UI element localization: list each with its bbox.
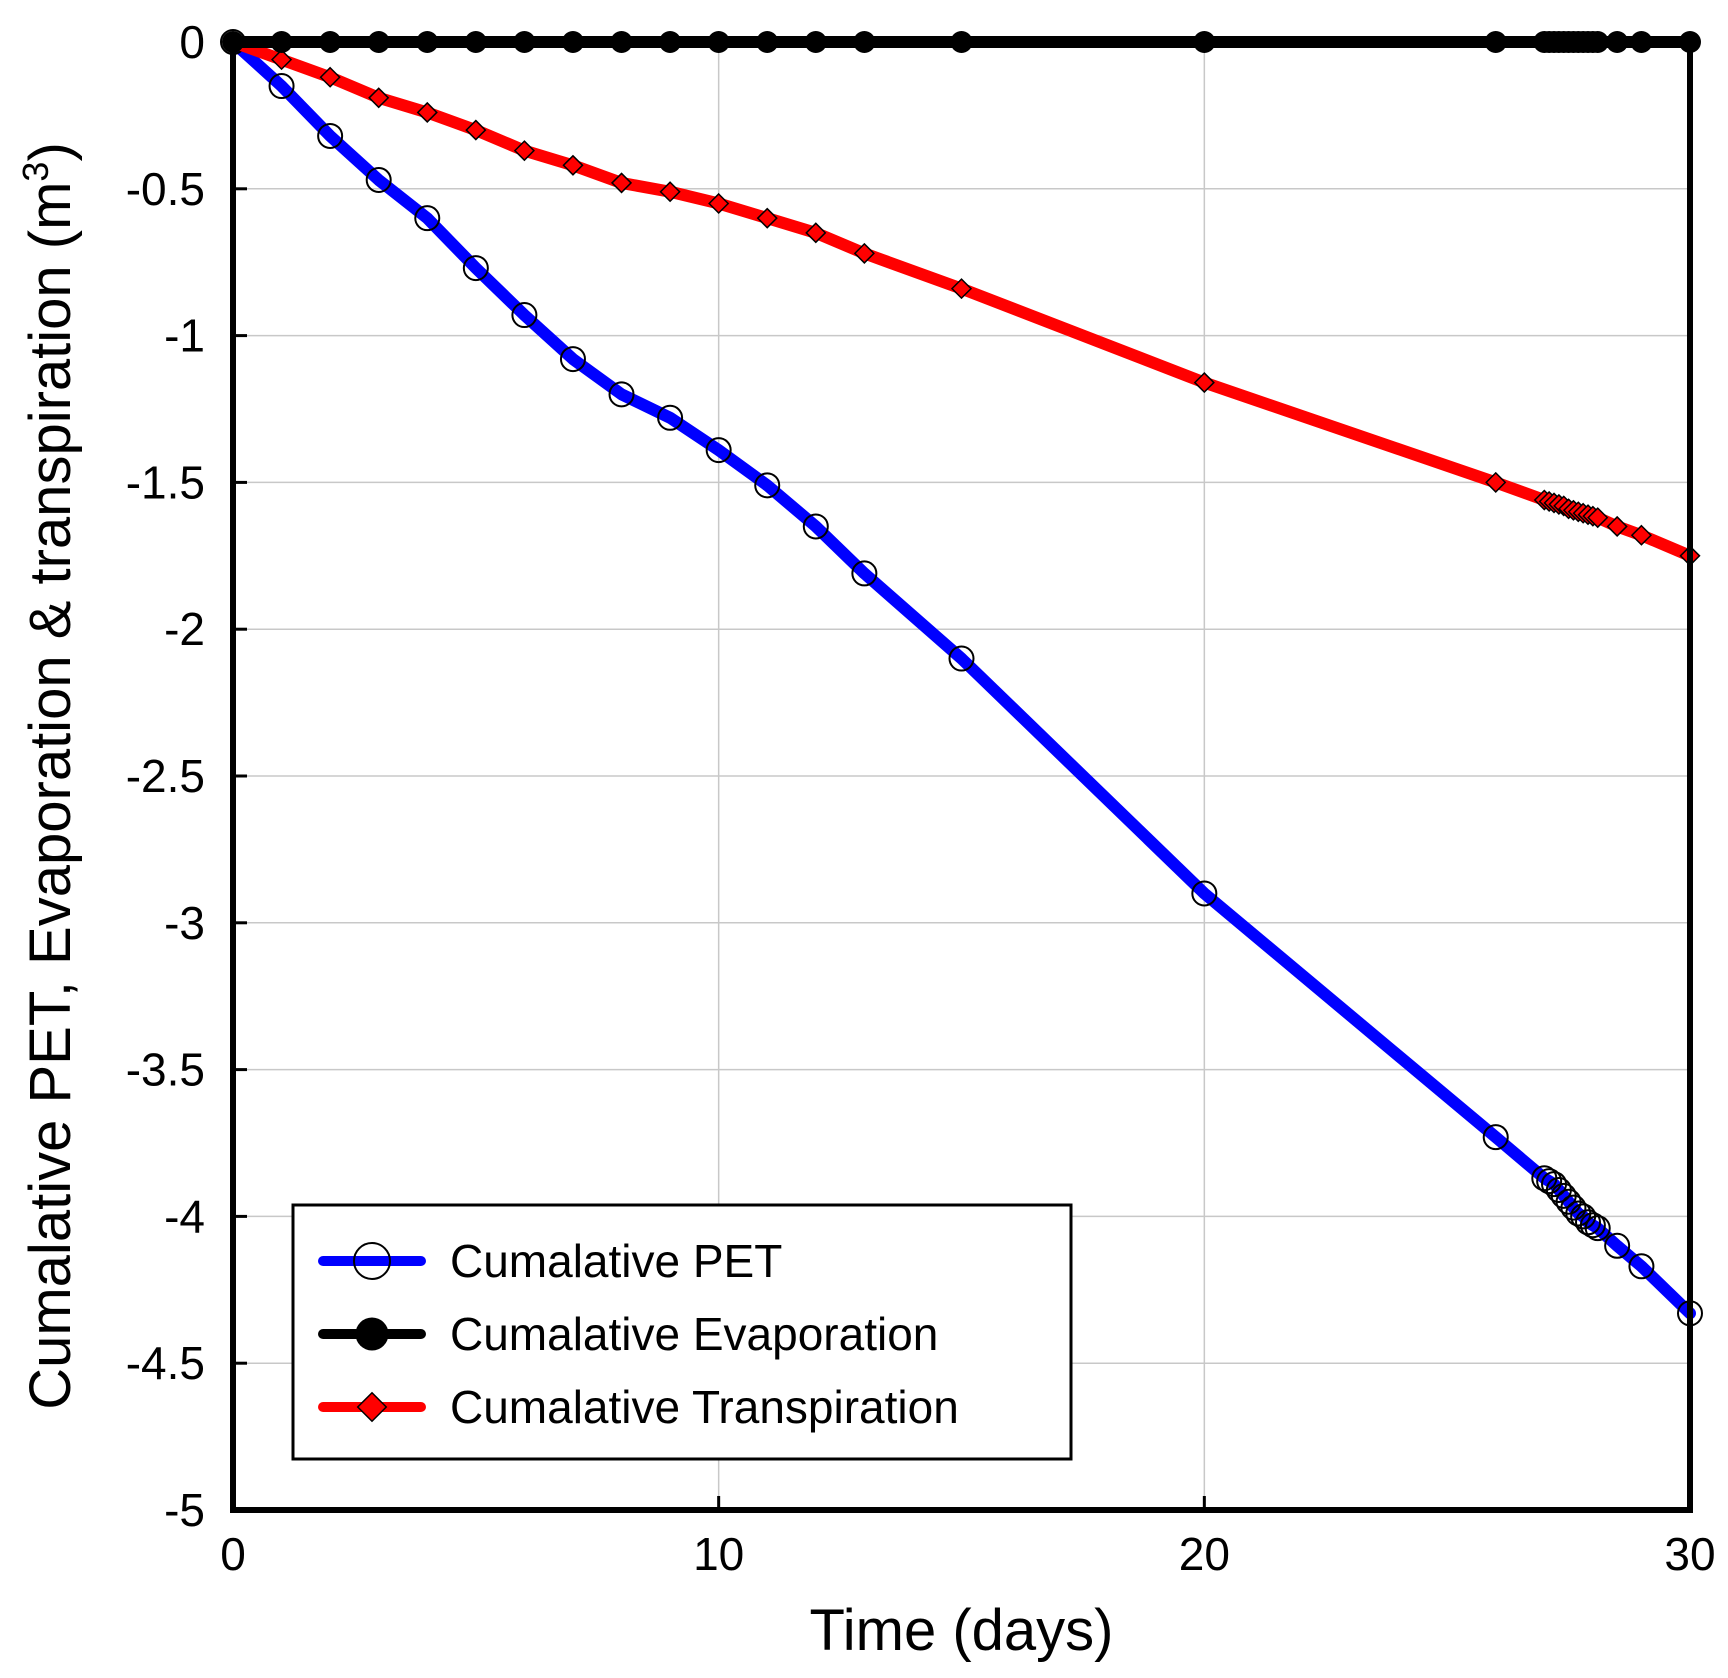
transpiration-marker: [1485, 471, 1507, 493]
pet-marker: [657, 404, 684, 431]
transpiration-marker: [805, 222, 827, 244]
series-transpiration: [222, 31, 1701, 567]
legend-item-transpiration: Cumalative Transpiration: [318, 1381, 959, 1433]
y-axis-title-close: ): [18, 142, 83, 161]
legend-label-transpiration: Cumalative Transpiration: [450, 1381, 959, 1433]
x-tick-label: 30: [1664, 1528, 1715, 1580]
axis-ticks: [231, 40, 1692, 1512]
pet-marker: [1560, 1194, 1587, 1221]
transpiration-marker: [271, 49, 293, 71]
y-tick-label: -4: [164, 1190, 205, 1242]
pet-marker: [948, 645, 975, 672]
pet-marker: [365, 166, 392, 193]
x-tick-label: 10: [693, 1528, 744, 1580]
transpiration-marker: [319, 66, 341, 88]
y-tick-label: -2: [164, 603, 205, 655]
transpiration-marker: [756, 207, 778, 229]
y-axis-title-superscript: 3: [15, 162, 56, 182]
evaporation-marker: [355, 1317, 389, 1351]
pet-marker: [462, 255, 489, 282]
pet-marker: [608, 381, 635, 408]
transpiration-marker: [1193, 372, 1215, 394]
series-pet: [220, 29, 1703, 1327]
x-tick-label: 0: [220, 1528, 246, 1580]
pet-marker: [1536, 1168, 1563, 1195]
transpiration-marker: [465, 119, 487, 141]
legend-label-evaporation: Cumalative Evaporation: [450, 1308, 938, 1360]
pet-marker: [414, 205, 441, 232]
y-tick-label: -1: [164, 310, 205, 362]
y-tick-label: -4.5: [126, 1337, 205, 1389]
y-tick-label: -2.5: [126, 750, 205, 802]
transpiration-marker: [1630, 524, 1652, 546]
transpiration-marker: [368, 87, 390, 109]
pet-marker: [268, 73, 295, 100]
pet-marker: [705, 437, 732, 464]
transpiration-marker: [853, 242, 875, 264]
pet-marker: [851, 560, 878, 587]
y-axis-title-main: Cumalative PET, Evaporation & transpirat…: [18, 182, 83, 1410]
y-tick-label: -1.5: [126, 456, 205, 508]
transpiration-marker: [708, 192, 730, 215]
pet-marker: [1579, 1212, 1606, 1239]
transpiration-marker: [562, 154, 584, 176]
y-tick-labels: 0 -0.5 -1 -1.5 -2 -2.5 -3 -3.5 -4 -4.5 -5: [126, 16, 205, 1536]
transpiration-marker: [356, 1391, 388, 1423]
x-tick-label: 20: [1179, 1528, 1230, 1580]
pet-marker: [353, 1242, 391, 1280]
transpiration-marker: [610, 172, 633, 194]
legend: Cumalative PET Cumalative Evaporation Cuma…: [291, 1203, 1073, 1461]
y-tick-label: 0: [179, 16, 205, 68]
legend-item-evaporation: Cumalative Evaporation: [318, 1308, 938, 1360]
legend-label-pet: Cumalative PET: [450, 1235, 782, 1287]
legend-item-pet: Cumalative PET: [318, 1235, 782, 1287]
transpiration-marker: [659, 181, 681, 203]
transpiration-marker: [416, 101, 438, 124]
pet-marker: [511, 302, 538, 329]
x-axis-title: Time (days): [810, 1598, 1114, 1663]
pet-marker: [1628, 1253, 1655, 1280]
y-axis-title: Cumalative PET, Evaporation & transpirat…: [15, 142, 83, 1410]
transpiration-marker: [513, 140, 535, 162]
pet-marker: [559, 346, 586, 373]
y-tick-label: -3: [164, 897, 205, 949]
y-tick-label: -3.5: [126, 1044, 205, 1096]
transpiration-marker: [950, 278, 973, 300]
legend-entries: Cumalative PET Cumalative Evaporation Cuma…: [318, 1235, 959, 1433]
transpiration-marker: [1606, 515, 1628, 538]
pet-marker: [1482, 1124, 1509, 1151]
transpiration-marker: [1587, 507, 1609, 529]
pet-marker: [1584, 1215, 1611, 1242]
pet-marker: [802, 513, 829, 540]
pet-marker: [317, 122, 344, 149]
pet-marker: [1191, 880, 1218, 907]
y-tick-label: -5: [164, 1484, 205, 1536]
x-tick-labels: 0 10 20 30: [220, 1528, 1715, 1580]
y-tick-label: -0.5: [126, 163, 205, 215]
pet-marker: [754, 472, 781, 499]
pet-marker: [1604, 1232, 1631, 1259]
